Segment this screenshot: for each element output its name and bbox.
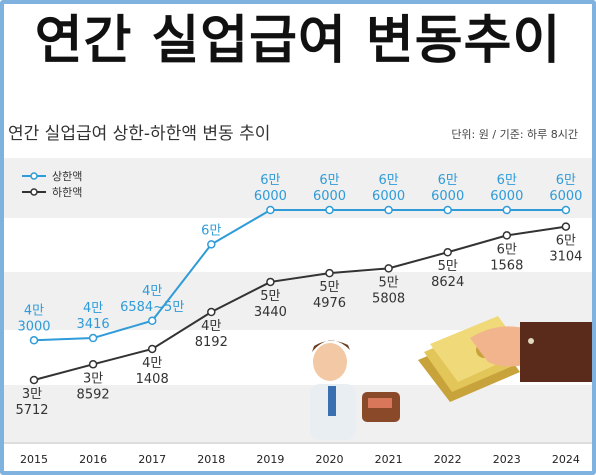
x-tick-label: 2015 [20,453,48,466]
data-point [443,247,452,257]
x-tick-label: 2022 [434,453,462,466]
x-tick-label: 2023 [493,453,521,466]
data-point [147,344,157,354]
data-label: 3만 [83,371,103,386]
data-point [29,375,39,385]
data-label: 6만 [201,223,221,238]
data-label: 3000 [17,319,50,334]
legend-marker-lower [30,188,38,196]
headline: 연간 실업급여 변동추이 [34,11,562,71]
x-tick-label: 2018 [197,453,225,466]
band [4,158,592,218]
data-label: 5712 [15,403,48,418]
series-line-lower [33,225,567,381]
data-label: 3440 [254,305,287,320]
data-point [207,307,216,317]
chart-title: 연간 실업급여 상한-하한액 변동 추이 [8,124,271,144]
x-tick-label: 2017 [138,453,166,466]
data-label: 6만 [497,173,517,188]
data-label: 6만 [260,173,280,188]
data-label: 6000 [431,189,464,204]
data-label: 1408 [136,372,169,387]
series-line-upper [33,209,566,342]
x-tick-label: 2021 [375,453,403,466]
legend-label-upper: 상한액 [52,170,82,183]
data-label: 5만 [260,289,280,304]
data-label: 6584~5만 [120,300,184,315]
data-label: 4만 [142,284,162,299]
data-label: 4976 [313,296,346,311]
data-point [561,222,571,231]
data-point [29,336,39,345]
data-point [266,205,275,215]
legend: 상한액 하한액 [22,170,82,199]
data-point [325,268,334,278]
data-label: 3만 [22,387,42,402]
data-label: 6000 [490,189,523,204]
x-tick-label: 2019 [256,453,284,466]
data-point [325,205,334,215]
data-label: 6000 [549,189,582,204]
band [4,385,592,442]
data-label: 8192 [195,335,228,350]
data-label: 4만 [201,319,221,334]
data-label: 4만 [83,301,103,316]
data-label: 5만 [378,275,398,290]
data-label: 5만 [319,280,339,295]
data-point [502,205,512,215]
person-figure [310,340,400,440]
data-label: 5808 [372,291,405,306]
x-tick-label: 2016 [79,453,107,466]
data-label: 6만 [319,173,339,188]
data-point [384,205,393,215]
data-label: 6000 [372,189,405,204]
data-label: 8592 [77,387,110,402]
data-point [88,333,98,343]
data-point [443,205,452,215]
data-point [207,240,216,249]
data-label: 3104 [549,250,582,265]
data-label: 4만 [142,356,162,371]
data-label: 3416 [77,317,110,332]
x-tick-label: 2020 [316,453,344,466]
data-label: 6만 [556,234,576,249]
data-point [88,360,98,369]
data-point [266,277,275,287]
data-label: 6만 [378,173,398,188]
legend-label-lower: 하한액 [52,185,82,199]
data-label: 6000 [313,189,346,204]
data-label: 8624 [431,275,464,290]
x-tick-label: 2024 [552,453,580,466]
data-label: 6만 [438,173,458,188]
data-label: 4만 [24,303,44,318]
data-point [147,316,157,326]
data-point [384,264,393,273]
data-label: 6만 [497,242,517,257]
hand-sleeve [470,322,592,382]
unit-note: 단위: 원 / 기준: 하루 8시간 [451,128,578,141]
data-point [561,205,571,215]
data-label: 5만 [438,259,458,274]
data-point [502,231,512,240]
data-label: 1568 [490,258,523,273]
data-label: 6만 [556,173,576,188]
legend-marker-upper [30,172,38,180]
data-label: 6000 [254,189,287,204]
